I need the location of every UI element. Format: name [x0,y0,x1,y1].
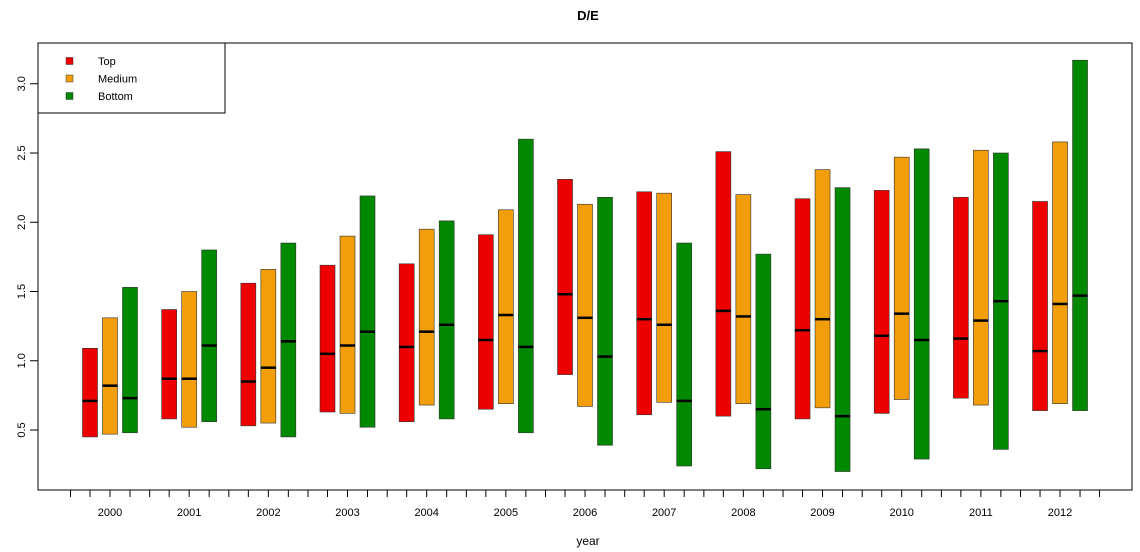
bar-top [398,263,415,422]
bar-medium [973,149,989,406]
bar-medium [814,169,831,409]
chart-title: D/E [577,8,599,23]
bar-bottom [597,197,613,446]
bar-top [873,190,890,414]
bar-medium [498,209,514,404]
y-tick-label: 2.0 [16,215,28,230]
legend-swatch-top [65,57,74,65]
bar-medium [102,317,118,435]
bar-bottom [913,148,930,460]
x-tick-label: 2010 [889,507,913,519]
bar-top [240,282,257,427]
bar-medium [577,203,593,407]
x-tick-label: 2002 [256,507,280,519]
x-tick-label: 2007 [652,507,676,519]
y-axis: 0.5 1.0 1.5 2.0 2.5 3.0 [16,76,39,438]
y-tick-label: 1.5 [16,284,28,299]
bar-bottom [834,187,851,472]
bars [82,59,1088,472]
x-tick-label: 2005 [494,507,518,519]
legend-label-top: Top [98,56,116,68]
x-tick-label: 2006 [573,507,597,519]
bar-top [953,197,969,399]
legend: Top Medium Bottom [37,42,226,114]
bar-top [1032,201,1048,411]
bar-medium [735,194,752,404]
y-tick-label: 1.0 [16,353,28,368]
bar-top [161,309,177,420]
y-tick-label: 2.5 [16,145,28,160]
bar-medium [893,156,910,400]
bar-medium [339,235,356,414]
bar-medium [260,269,277,424]
bar-medium [181,291,197,428]
bar-top [478,234,494,410]
x-tick-label: 2001 [177,507,201,519]
x-tick-label: 2011 [969,507,993,519]
bar-bottom [122,287,138,434]
x-tick-label: 2009 [810,507,834,519]
bar-bottom [518,138,534,434]
bar-bottom [1072,59,1088,411]
bar-bottom [201,249,217,422]
legend-label-medium: Medium [98,74,137,86]
bar-medium [1052,141,1068,404]
y-tick-label: 0.5 [16,422,28,437]
bar-top [636,191,652,416]
legend-swatch-medium [65,74,74,83]
bar-bottom [438,220,455,420]
bar-bottom [280,242,297,438]
x-tick-label: 2003 [335,507,359,519]
legend-swatch-bottom [65,92,74,100]
x-axis-label: year [576,534,599,548]
bar-medium [418,228,435,406]
bar-bottom [755,253,772,470]
x-tick-label: 2008 [731,507,755,519]
bar-top [557,179,573,375]
x-tick-label: 2000 [98,507,122,519]
x-tick-label: 2004 [414,507,438,519]
bar-bottom [359,195,376,428]
y-tick-label: 3.0 [16,76,28,91]
x-axis: 2000 2001 2002 2003 2004 2005 2006 2007 2008 2009… [70,489,1101,519]
bar-top [82,347,98,438]
bar-medium [656,192,672,403]
x-tick-label: 2012 [1048,507,1072,519]
bar-top [319,264,336,413]
bar-bottom [676,242,692,467]
bar-top [794,198,811,420]
bar-top [715,151,732,417]
legend-label-bottom: Bottom [98,91,133,103]
